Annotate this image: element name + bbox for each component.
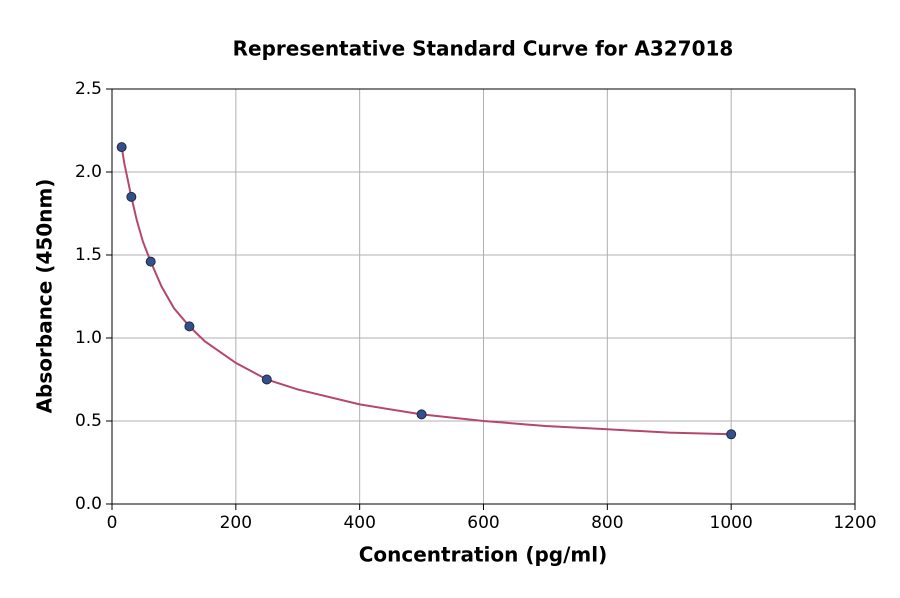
x-tick-label: 0 (107, 513, 118, 533)
data-point (726, 429, 737, 440)
x-axis-label: Concentration (pg/ml) (359, 543, 608, 567)
data-point (261, 374, 272, 385)
y-tick-label: 0.0 (75, 494, 102, 514)
data-point (416, 409, 427, 420)
data-point (184, 321, 195, 332)
y-axis-label: Absorbance (450nm) (33, 179, 57, 414)
x-tick-label: 1000 (710, 513, 753, 533)
y-tick-label: 1.0 (75, 328, 102, 348)
data-point (126, 191, 137, 202)
fit-curve (120, 146, 732, 436)
y-tick-label: 2.5 (75, 79, 102, 99)
x-tick-label: 800 (591, 513, 623, 533)
x-tick-label: 1200 (833, 513, 876, 533)
y-tick-label: 1.5 (75, 245, 102, 265)
y-tick-label: 0.5 (75, 411, 102, 431)
y-tick-label: 2.0 (75, 162, 102, 182)
chart-title: Representative Standard Curve for A32701… (233, 37, 734, 61)
x-tick-label: 200 (220, 513, 252, 533)
data-point (116, 142, 127, 153)
data-point (145, 256, 156, 267)
x-tick-label: 600 (467, 513, 499, 533)
plot-frame (111, 88, 856, 505)
x-tick-label: 400 (343, 513, 375, 533)
